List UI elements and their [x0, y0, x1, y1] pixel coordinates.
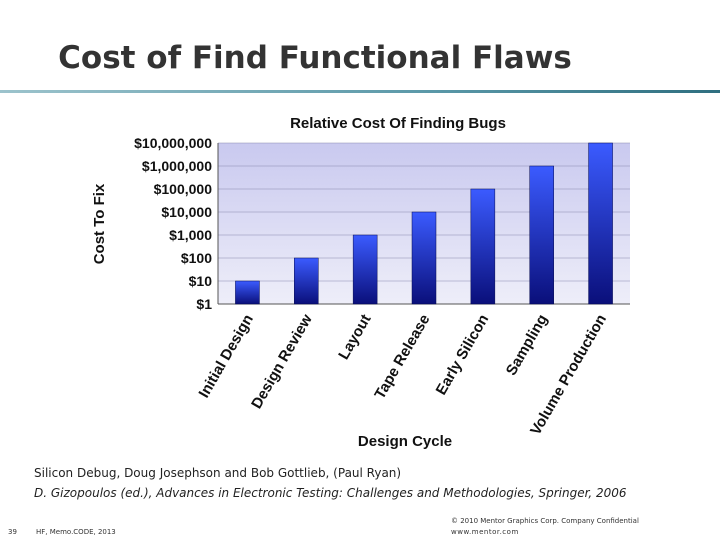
citation-line-1: Silicon Debug, Doug Josephson and Bob Go…: [34, 466, 402, 480]
x-category-label: Design Review: [248, 311, 316, 411]
page-number: 39: [8, 528, 17, 536]
bar-early-silicon: [470, 188, 496, 305]
y-tick-label: $1,000,000: [142, 158, 212, 174]
bar-design-review: [294, 257, 319, 305]
y-tick-label: $10,000: [161, 204, 212, 220]
y-tick-label: $10,000,000: [134, 135, 212, 151]
x-category-label: Initial Design: [195, 312, 256, 401]
title-rule: [0, 90, 720, 93]
slide-title: Cost of Find Functional Flaws: [58, 40, 572, 76]
bar-volume-production: [588, 142, 613, 305]
bar-chart: Relative Cost Of Finding Bugs $1 $10 $100 $…: [91, 115, 630, 450]
bar-initial-design: [235, 280, 260, 305]
footer-conference: HF, Memo.CODE, 2013: [36, 528, 116, 536]
bar-sampling: [529, 165, 554, 305]
x-category-label: Layout: [335, 311, 374, 362]
x-axis-label: Design Cycle: [358, 433, 452, 450]
y-tick-label: $100,000: [154, 181, 213, 197]
y-tick-label: $1,000: [169, 227, 212, 243]
x-category-label: Tape Release: [371, 312, 433, 403]
chart-title: Relative Cost Of Finding Bugs: [290, 115, 506, 132]
bar-layout: [352, 234, 378, 305]
y-tick-label: $1: [196, 296, 212, 312]
citation-line-2: D. Gizopoulos (ed.), Advances in Electro…: [34, 486, 627, 500]
footer-copyright: © 2010 Mentor Graphics Corp. Company Con…: [451, 517, 639, 525]
y-axis-label: Cost To Fix: [91, 183, 108, 264]
x-category-label: Sampling: [503, 312, 551, 379]
y-tick-label: $100: [181, 250, 212, 266]
bar-tape-release: [411, 211, 437, 305]
footer-website: www.mentor.com: [451, 528, 519, 536]
y-tick-label: $10: [189, 273, 213, 289]
x-category-label: Early Silicon: [433, 312, 493, 398]
